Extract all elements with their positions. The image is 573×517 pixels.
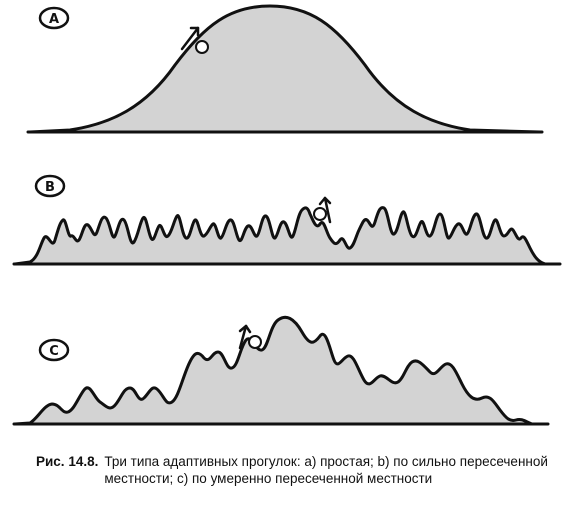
- panel-b-label: B: [34, 174, 66, 198]
- figure: A B C: [12, 4, 562, 426]
- panel-c: C: [12, 315, 550, 426]
- panel-a-ball: [195, 40, 209, 54]
- caption-text: Три типа адаптивных прогулок: а) простая…: [104, 454, 548, 486]
- panel-a-label: A: [38, 6, 70, 30]
- panel-c-label: C: [38, 338, 70, 362]
- panel-c-label-text: C: [49, 344, 59, 359]
- panel-b-ball: [313, 207, 327, 221]
- caption-number: Рис. 14.8.: [36, 454, 99, 469]
- panel-c-arrow-icon: [238, 324, 252, 350]
- panel-a-arrow-icon: [180, 26, 200, 51]
- panel-b-arrow-icon: [318, 196, 332, 224]
- terrain-diagram: A B C: [12, 4, 562, 426]
- panel-a-label-text: A: [49, 12, 59, 27]
- panel-c-terrain: [13, 315, 534, 426]
- panel-b-terrain: [13, 206, 547, 266]
- panel-c-ball: [248, 335, 262, 349]
- panel-a: A: [26, 4, 544, 134]
- panel-b: B: [12, 174, 562, 266]
- panel-b-label-text: B: [45, 180, 55, 195]
- figure-caption: Рис. 14.8. Три типа адаптивных прогулок:…: [36, 453, 566, 487]
- panel-a-terrain: [28, 4, 542, 134]
